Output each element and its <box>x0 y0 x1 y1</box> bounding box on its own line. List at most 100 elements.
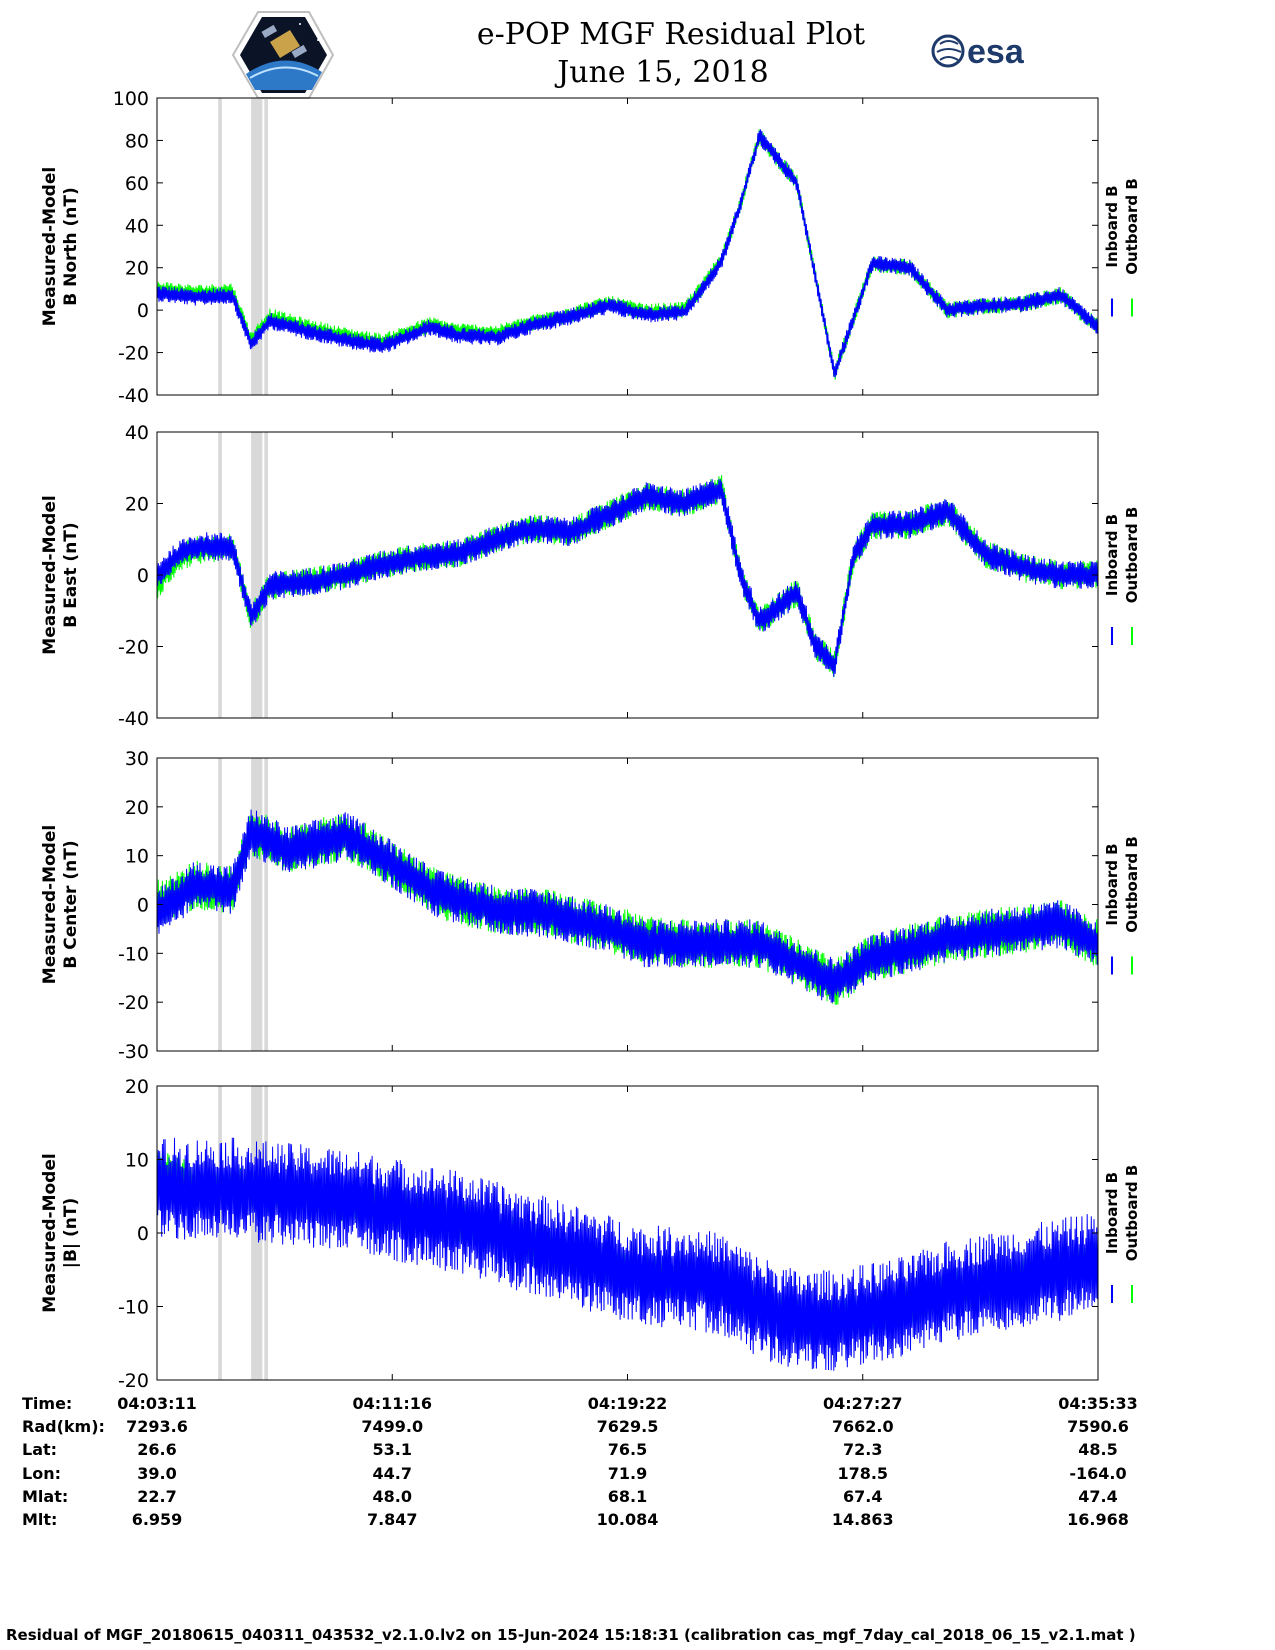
series-outboard-line <box>157 129 1098 380</box>
y-axis-unit-label: |B| (nT) <box>61 1198 81 1269</box>
flag-band <box>251 758 263 1051</box>
y-tick-label: 0 <box>137 895 149 917</box>
orbit-cell: 22.7 <box>137 1487 176 1506</box>
flag-band <box>264 98 269 395</box>
orbit-cell: 26.6 <box>137 1440 176 1459</box>
series-inboard-line <box>157 1137 1098 1371</box>
flag-band <box>218 432 222 718</box>
flag-band <box>264 1086 269 1380</box>
flag-band <box>251 1086 263 1380</box>
orbit-cell: 14.863 <box>832 1510 894 1529</box>
orbit-cell: 53.1 <box>373 1440 412 1459</box>
series-inboard-line <box>157 809 1098 1003</box>
y-tick-label: 60 <box>125 173 149 195</box>
orbit-cell: 71.9 <box>608 1464 647 1483</box>
y-axis-label: Measured-Model <box>40 825 60 984</box>
orbit-row-label: Rad(km): <box>22 1417 105 1436</box>
y-tick-label: 10 <box>125 846 149 868</box>
orbit-cell: 39.0 <box>137 1464 176 1483</box>
legend-entry: Outboard B <box>1123 836 1141 933</box>
y-tick-label: -40 <box>118 385 149 407</box>
y-axis-unit-label: B North (nT) <box>61 187 81 306</box>
flag-band <box>251 432 263 718</box>
axes-frame <box>156 757 1099 1052</box>
y-tick-label: -40 <box>118 708 149 730</box>
orbit-cell: 7590.6 <box>1067 1417 1129 1436</box>
orbit-row-label: Mlat: <box>22 1487 68 1506</box>
footer-note: Residual of MGF_20180615_040311_043532_v… <box>6 1626 1136 1644</box>
flag-band <box>264 432 269 718</box>
flag-band <box>218 758 222 1051</box>
flag-band <box>218 1086 222 1380</box>
orbit-cell: 7499.0 <box>361 1417 423 1436</box>
y-tick-label: 80 <box>125 130 149 152</box>
legend-entry: Outboard B <box>1123 507 1141 604</box>
y-tick-label: 20 <box>125 258 149 280</box>
y-tick-label: 40 <box>125 215 149 237</box>
y-tick-label: 20 <box>125 494 149 516</box>
y-tick-label: -20 <box>118 1370 149 1392</box>
legend-entry: Inboard B <box>1103 843 1121 925</box>
y-tick-label: -10 <box>118 943 149 965</box>
flag-band <box>218 98 222 395</box>
y-axis-unit-label: B Center (nT) <box>61 840 81 968</box>
y-tick-label: 10 <box>125 1150 149 1172</box>
orbit-cell: 44.7 <box>373 1464 412 1483</box>
orbit-cell: 178.5 <box>837 1464 888 1483</box>
y-axis-label: Measured-Model <box>40 167 60 326</box>
esa-logo: esa <box>931 33 1025 71</box>
orbit-cell: 7293.6 <box>126 1417 188 1436</box>
plot-date: June 15, 2018 <box>554 55 769 90</box>
y-tick-label: 20 <box>125 797 149 819</box>
orbit-cell: 67.4 <box>843 1487 882 1506</box>
y-tick-label: -20 <box>118 992 149 1014</box>
y-axis-unit-label: B East (nT) <box>61 522 81 627</box>
flag-band <box>264 758 269 1051</box>
orbit-row-label: Lat: <box>22 1440 57 1459</box>
legend-entry: Outboard B <box>1123 1165 1141 1262</box>
y-axis-label: Measured-Model <box>40 495 60 654</box>
y-tick-label: 40 <box>125 422 149 444</box>
y-tick-label: -10 <box>118 1297 149 1319</box>
orbit-row-label: Time: <box>22 1394 72 1413</box>
orbit-cell: 48.5 <box>1078 1440 1117 1459</box>
y-tick-label: -20 <box>118 637 149 659</box>
plot-title: e-POP MGF Residual Plot <box>477 17 865 52</box>
orbit-cell: 7.847 <box>367 1510 418 1529</box>
series-inboard-line <box>157 129 1098 378</box>
esa-wordmark: esa <box>967 33 1025 71</box>
orbit-cell: -164.0 <box>1069 1464 1126 1483</box>
y-tick-label: 20 <box>125 1076 149 1098</box>
orbit-table: Time: Rad(km): Lat: Lon: Mlat: Mlt: 04:03:11 72… <box>22 1394 1138 1529</box>
orbit-cell: 04:19:22 <box>588 1394 668 1413</box>
legend-entry: Inboard B <box>1103 185 1121 267</box>
y-tick-label: 0 <box>137 300 149 322</box>
orbit-cell: 68.1 <box>608 1487 647 1506</box>
orbit-cell: 10.084 <box>597 1510 659 1529</box>
orbit-row-label: Lon: <box>22 1464 61 1483</box>
legend-entry: Inboard B <box>1103 514 1121 596</box>
panel-1: 100 80 60 40 20 0 -20 -40 Measured-Model B North … <box>40 88 1141 407</box>
orbit-cell: 47.4 <box>1078 1487 1117 1506</box>
y-tick-label: 100 <box>113 88 149 110</box>
flag-band <box>251 98 263 395</box>
orbit-cell: 76.5 <box>608 1440 647 1459</box>
orbit-cell: 04:03:11 <box>117 1394 197 1413</box>
panel-4: 20 10 0 -10 -20 Measured-Model |B| (nT) Inboard… <box>40 1076 1141 1392</box>
axes-frame <box>156 97 1099 396</box>
legend-entry: Outboard B <box>1123 178 1141 275</box>
y-tick-label: -20 <box>118 343 149 365</box>
orbit-cell: 04:11:16 <box>352 1394 432 1413</box>
y-axis-label: Measured-Model <box>40 1153 60 1312</box>
y-tick-label: 0 <box>137 1223 149 1245</box>
cassiope-logo <box>231 11 335 99</box>
orbit-cell: 16.968 <box>1067 1510 1129 1529</box>
axes-frame <box>156 1085 1099 1381</box>
series-inboard-line <box>157 479 1098 677</box>
orbit-cell: 7662.0 <box>832 1417 894 1436</box>
panel-3: 30 20 10 0 -10 -20 -30 Measured-Model B Center (… <box>40 748 1141 1063</box>
orbit-cell: 72.3 <box>843 1440 882 1459</box>
orbit-cell: 7629.5 <box>597 1417 659 1436</box>
